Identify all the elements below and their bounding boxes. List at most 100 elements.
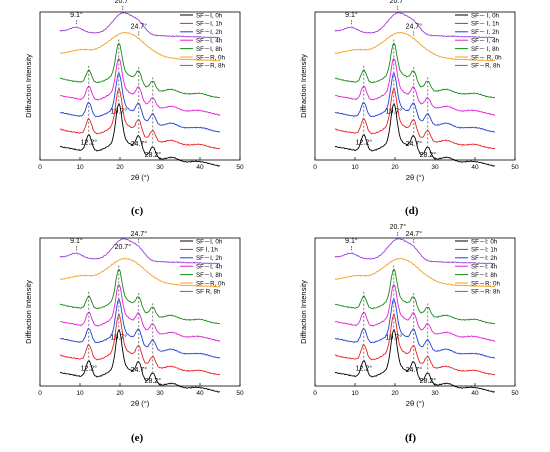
legend-label: SF－Ⅰ, 8h	[196, 46, 223, 53]
x-tick-label: 10	[351, 164, 359, 171]
series-line	[334, 11, 496, 39]
panel-caption-c: (c)	[131, 205, 144, 217]
x-tick-label: 0	[313, 390, 317, 397]
legend-label: SF－R: 0h	[471, 280, 500, 287]
y-axis-label: Diffraction Intensity	[24, 280, 33, 344]
legend-label: SF－Ⅰ, 8h	[196, 272, 223, 279]
legend-label: SF－R, 8h	[471, 63, 500, 70]
legend-label: SF－ R, 0h	[471, 54, 502, 61]
series-line	[334, 298, 496, 359]
x-tick-label: 50	[236, 390, 244, 397]
x-tick-label: 10	[76, 164, 84, 171]
x-tick-label: 40	[196, 164, 204, 171]
x-tick-label: 0	[313, 164, 317, 171]
legend-label: SF－Ⅰ, 2h	[196, 255, 223, 262]
plot-frame	[39, 11, 241, 161]
peak-label: 19.7°	[386, 108, 403, 116]
y-axis-label: Diffraction Intensity	[299, 280, 308, 344]
legend-label: SF－Ⅰ, 0h	[196, 238, 223, 245]
legend-label: SF－ Ⅰ, 4h	[471, 38, 500, 45]
series-line	[334, 102, 496, 167]
x-axis-label: 2θ (°)	[406, 173, 425, 182]
peak-label: 20.7°	[115, 243, 132, 251]
x-tick-label: 40	[196, 390, 204, 397]
x-tick-label: 30	[431, 164, 439, 171]
x-tick-label: 20	[116, 164, 124, 171]
peak-label: 20.7°	[390, 223, 407, 231]
legend-label: SF－R, 0h	[196, 54, 225, 61]
peak-label: 24.7°	[131, 140, 148, 148]
peak-label: 24.7°	[406, 140, 423, 148]
legend-label: SF－Ⅰ, 0h	[196, 12, 223, 19]
panel-caption-d: (d)	[405, 205, 419, 217]
series-line	[59, 268, 221, 325]
series-line	[59, 32, 221, 62]
x-axis-label: 2θ (°)	[406, 399, 425, 408]
x-tick-label: 10	[351, 390, 359, 397]
series-line	[59, 86, 221, 150]
panel-caption-e: (e)	[131, 432, 144, 444]
panel-caption-f: (f)	[405, 432, 416, 444]
y-axis-label: Diffraction Intensity	[299, 54, 308, 118]
legend-label: SF－ Ⅰ, 2h	[471, 29, 500, 36]
series-line	[334, 32, 496, 62]
series-line	[334, 42, 496, 99]
series-line	[59, 11, 221, 39]
series-line	[334, 58, 496, 116]
peak-label: 28.2°	[145, 377, 162, 385]
x-tick-label: 40	[471, 164, 479, 171]
legend-label: SF－R: 8h	[471, 289, 500, 296]
legend-label: SF－R, 0h	[196, 280, 225, 287]
x-tick-label: 20	[391, 164, 399, 171]
series-line	[334, 237, 496, 265]
chart-panel-c: 0 10 20 30 40 50 2θ (°) Diffraction Intensity 9.…	[0, 0, 275, 190]
series-line	[334, 284, 496, 342]
peak-label: 12.2°	[356, 138, 373, 146]
peak-label: 28.2°	[420, 377, 437, 385]
series-line	[59, 328, 221, 393]
plot-frame	[314, 11, 516, 161]
x-tick-label: 50	[511, 164, 519, 171]
series-line	[334, 312, 496, 376]
peak-label: 20.7°	[390, 0, 407, 5]
legend-label: SF－Ⅰ, 4h	[196, 38, 223, 45]
peak-label: 24.7°	[131, 22, 148, 30]
series-line	[59, 58, 221, 116]
x-tick-label: 50	[236, 164, 244, 171]
peak-label: 24.7°	[406, 230, 423, 238]
chart-panel-d: 0 10 20 30 40 50 2θ (°) Diffraction Intensity 9.…	[275, 0, 550, 190]
series-line	[334, 72, 496, 133]
peak-label: 24.7°	[131, 230, 148, 238]
series-line	[59, 72, 221, 133]
peak-label: 9.1°	[345, 11, 358, 19]
peak-label: 24.7°	[131, 366, 148, 374]
peak-label: 12.2°	[81, 364, 98, 372]
plot-frame	[39, 237, 241, 387]
series-line	[59, 298, 221, 359]
x-tick-label: 40	[471, 390, 479, 397]
x-axis-label: 2θ (°)	[131, 173, 150, 182]
chart-panel-f: 0 10 20 30 40 50 2θ (°) Diffraction Intensity 9.…	[275, 223, 550, 416]
peak-label: 24.7°	[406, 366, 423, 374]
x-tick-label: 50	[511, 390, 519, 397]
peak-label: 28.2°	[145, 151, 162, 159]
legend-label: SF Ⅰ, 1h	[196, 247, 218, 254]
peak-label: 28.2°	[420, 151, 437, 159]
x-tick-label: 20	[391, 390, 399, 397]
xrd-chart-d: 0 10 20 30 40 50 2θ (°) Diffraction Intensity 9.…	[299, 0, 519, 182]
xrd-chart-f: 0 10 20 30 40 50 2θ (°) Diffraction Intensity 9.…	[299, 223, 519, 408]
x-axis-label: 2θ (°)	[131, 399, 150, 408]
peak-label: 9.1°	[70, 237, 83, 245]
legend-label: SF－Ⅰ, 4h	[196, 264, 223, 271]
plot-frame	[314, 237, 516, 387]
peak-label: 19.7°	[111, 108, 128, 116]
series-line	[59, 284, 221, 342]
y-axis-label: Diffraction Intensity	[24, 54, 33, 118]
legend-label: SF－ Ⅰ, 8h	[471, 46, 500, 53]
x-tick-label: 0	[38, 164, 42, 171]
peak-label: 19.7°	[386, 334, 403, 342]
legend-label: SF－Ⅰ: 0h	[471, 238, 498, 245]
legend-label: SF－ Ⅰ, 1h	[471, 21, 500, 28]
series-line	[59, 258, 221, 288]
series-line	[59, 42, 221, 99]
